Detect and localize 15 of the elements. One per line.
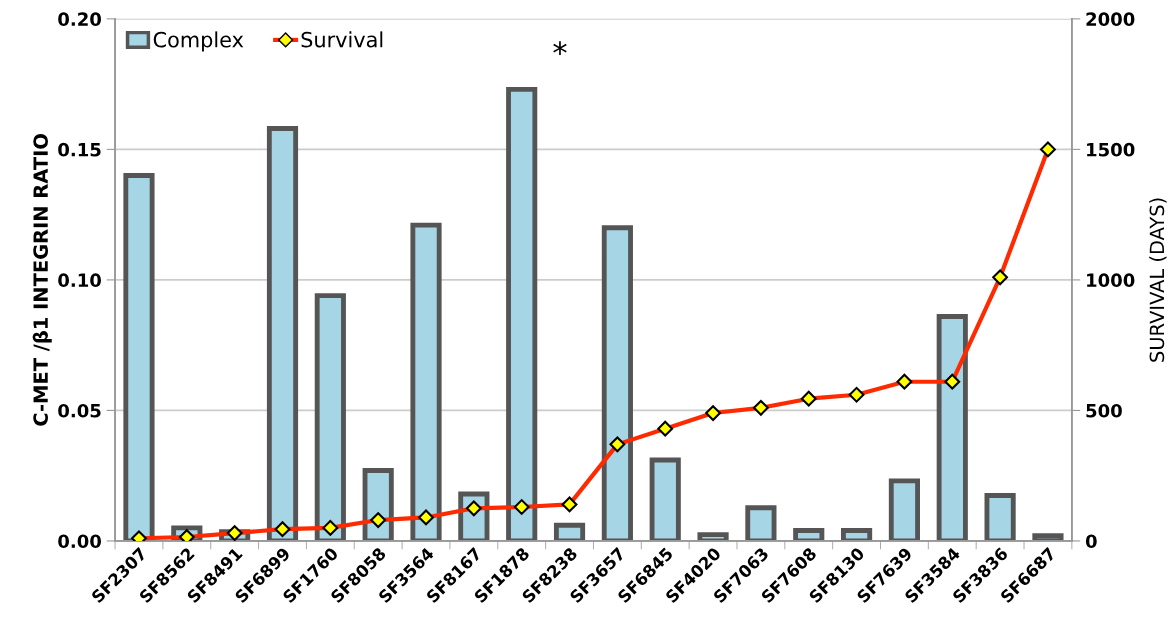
- y-tick-label: 0.10: [58, 273, 101, 288]
- annotation: *: [553, 41, 567, 56]
- y2-axis-title: SURVIVAL (DAYS): [1149, 198, 1167, 362]
- y-axis-title: C-MET /β1 INTEGRIN RATIO: [32, 134, 52, 426]
- y2-tick-label: 2000: [1086, 12, 1135, 26]
- y-tick-label: 0.20: [58, 12, 101, 26]
- y2-tick-label: 1000: [1087, 273, 1135, 288]
- legend-label: Survival: [301, 31, 383, 48]
- y2-tick-label: 0: [1085, 534, 1097, 549]
- y-tick-label: 0.05: [58, 403, 101, 418]
- y2-tick-label: 1500: [1087, 142, 1135, 157]
- y2-tick-label: 500: [1086, 403, 1122, 418]
- y-tick-label: 0.00: [58, 534, 101, 549]
- legend-label: Complex: [153, 31, 244, 52]
- y-tick-label: 0.15: [58, 142, 101, 157]
